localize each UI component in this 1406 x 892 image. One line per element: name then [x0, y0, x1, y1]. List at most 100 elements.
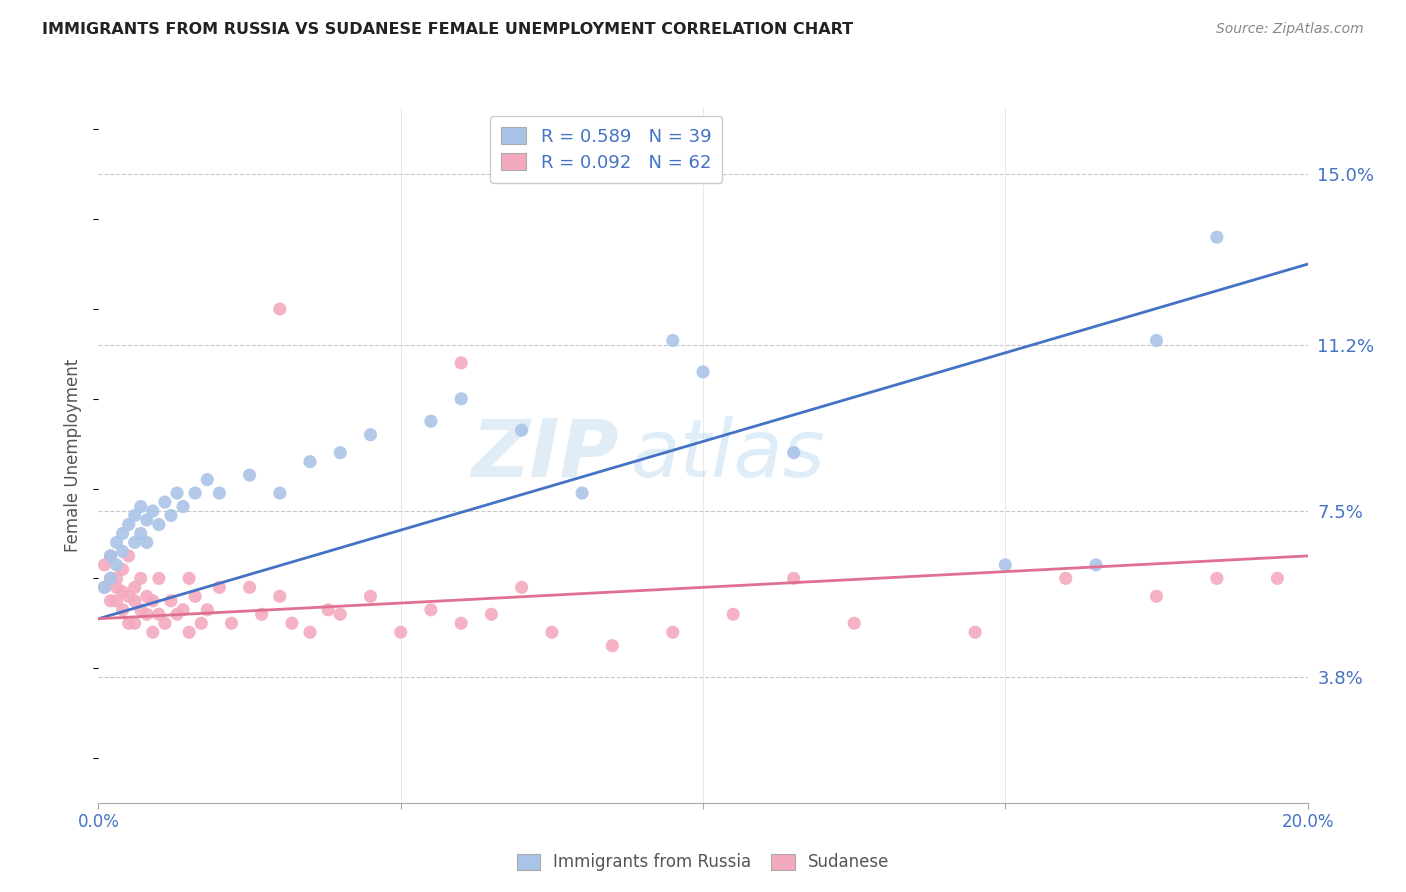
Point — [510, 423, 533, 437]
Point — [153, 495, 176, 509]
Point — [111, 544, 134, 558]
Point — [124, 616, 146, 631]
Point — [1144, 334, 1167, 348]
Point — [166, 486, 188, 500]
Point — [142, 504, 165, 518]
Point — [135, 607, 157, 622]
Point — [142, 625, 165, 640]
Point — [148, 517, 170, 532]
Point — [783, 445, 806, 459]
Point — [184, 590, 207, 604]
Point — [662, 625, 685, 640]
Text: atlas: atlas — [630, 416, 825, 494]
Point — [269, 486, 291, 500]
Point — [269, 590, 291, 604]
Point — [329, 445, 352, 459]
Point — [105, 558, 128, 572]
Point — [1144, 590, 1167, 604]
Point — [160, 508, 183, 523]
Point — [172, 500, 194, 514]
Point — [510, 580, 533, 594]
Point — [481, 607, 503, 622]
Point — [100, 594, 122, 608]
Point — [299, 455, 322, 469]
Point — [221, 616, 243, 631]
Point — [450, 616, 472, 631]
Point — [129, 603, 152, 617]
Text: IMMIGRANTS FROM RUSSIA VS SUDANESE FEMALE UNEMPLOYMENT CORRELATION CHART: IMMIGRANTS FROM RUSSIA VS SUDANESE FEMAL… — [42, 22, 853, 37]
Point — [269, 301, 291, 316]
Point — [723, 607, 745, 622]
Point — [239, 580, 262, 594]
Y-axis label: Female Unemployment: Female Unemployment — [65, 359, 83, 551]
Point — [142, 594, 165, 608]
Point — [100, 571, 122, 585]
Point — [135, 590, 157, 604]
Point — [111, 562, 134, 576]
Point — [1267, 571, 1289, 585]
Point — [692, 365, 714, 379]
Text: ZIP: ZIP — [471, 416, 619, 494]
Point — [450, 356, 472, 370]
Point — [124, 594, 146, 608]
Point — [166, 607, 188, 622]
Point — [105, 535, 128, 549]
Point — [329, 607, 352, 622]
Point — [299, 625, 322, 640]
Point — [179, 625, 201, 640]
Point — [105, 571, 128, 585]
Point — [994, 558, 1017, 572]
Point — [118, 590, 141, 604]
Point — [160, 594, 183, 608]
Point — [316, 603, 339, 617]
Point — [420, 414, 443, 428]
Point — [1085, 558, 1108, 572]
Point — [111, 584, 134, 599]
Point — [93, 580, 115, 594]
Point — [172, 603, 194, 617]
Point — [93, 558, 115, 572]
Point — [124, 580, 146, 594]
Point — [250, 607, 273, 622]
Point — [124, 508, 146, 523]
Point — [844, 616, 866, 631]
Point — [208, 486, 231, 500]
Point — [389, 625, 412, 640]
Point — [129, 526, 152, 541]
Point — [118, 517, 141, 532]
Point — [360, 427, 382, 442]
Point — [450, 392, 472, 406]
Point — [118, 616, 141, 631]
Point — [179, 571, 201, 585]
Point — [93, 580, 115, 594]
Point — [783, 571, 806, 585]
Point — [111, 526, 134, 541]
Point — [420, 603, 443, 617]
Point — [148, 607, 170, 622]
Point — [239, 468, 262, 483]
Point — [105, 580, 128, 594]
Point — [135, 513, 157, 527]
Point — [662, 334, 685, 348]
Point — [129, 500, 152, 514]
Point — [105, 594, 128, 608]
Point — [148, 571, 170, 585]
Point — [1206, 571, 1229, 585]
Legend: Immigrants from Russia, Sudanese: Immigrants from Russia, Sudanese — [510, 847, 896, 878]
Point — [100, 549, 122, 563]
Point — [360, 590, 382, 604]
Point — [153, 616, 176, 631]
Point — [195, 473, 218, 487]
Point — [602, 639, 624, 653]
Point — [208, 580, 231, 594]
Point — [184, 486, 207, 500]
Point — [540, 625, 562, 640]
Point — [571, 486, 593, 500]
Point — [195, 603, 218, 617]
Point — [129, 571, 152, 585]
Point — [190, 616, 212, 631]
Point — [965, 625, 987, 640]
Point — [1054, 571, 1077, 585]
Point — [135, 535, 157, 549]
Text: Source: ZipAtlas.com: Source: ZipAtlas.com — [1216, 22, 1364, 37]
